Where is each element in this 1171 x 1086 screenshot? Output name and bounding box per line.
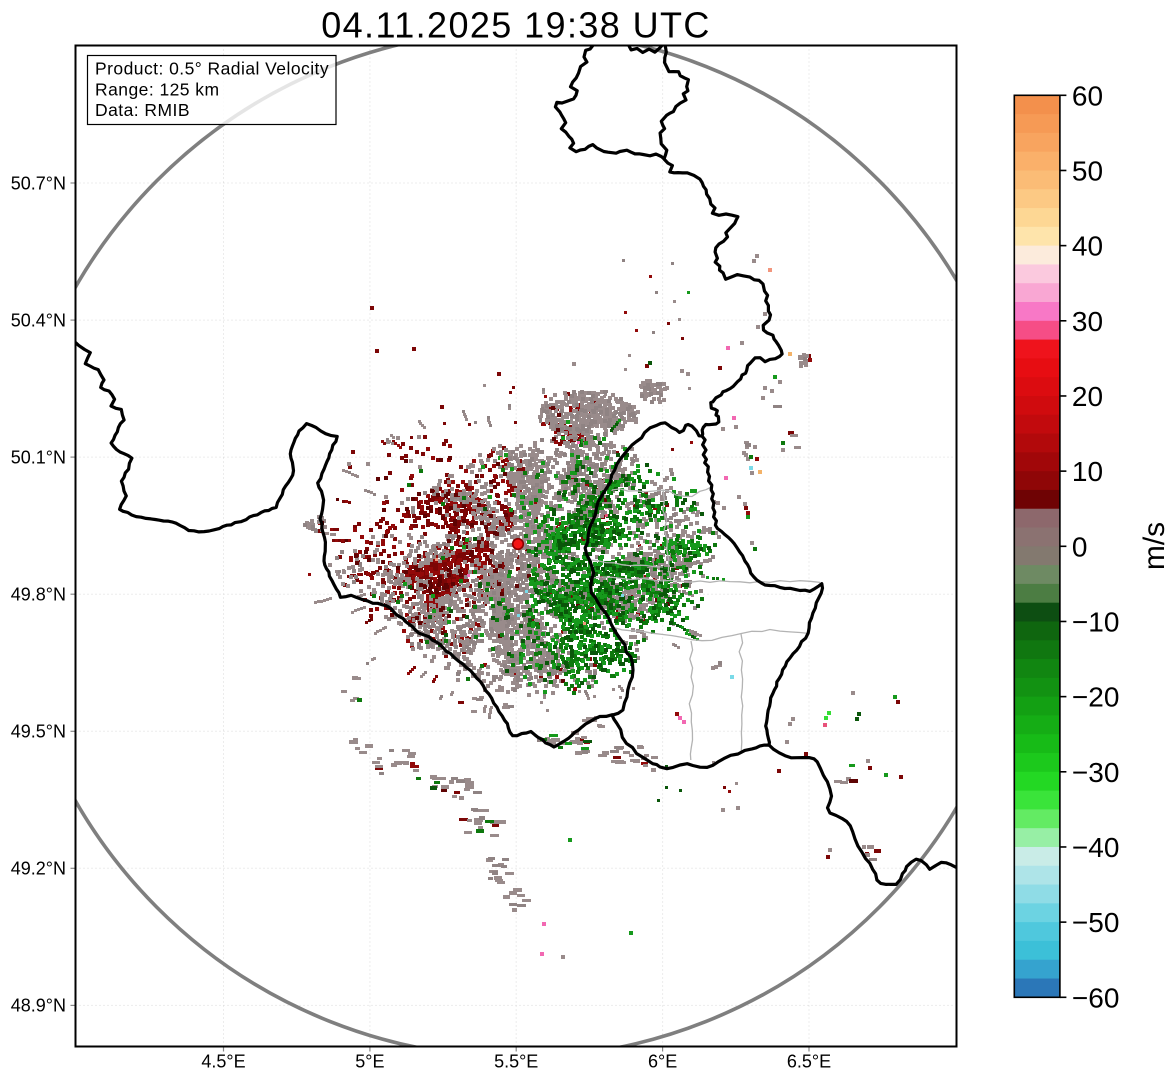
svg-text:4.5°E: 4.5°E (201, 1052, 245, 1072)
svg-text:−10: −10 (1072, 606, 1120, 637)
svg-text:−40: −40 (1072, 832, 1120, 863)
svg-text:−50: −50 (1072, 907, 1120, 938)
svg-text:40: 40 (1072, 231, 1103, 262)
svg-text:48.9°N: 48.9°N (11, 996, 66, 1016)
svg-text:5°E: 5°E (355, 1052, 384, 1072)
svg-text:m/s: m/s (1138, 522, 1171, 570)
svg-text:5.5°E: 5.5°E (494, 1052, 538, 1072)
svg-text:6.5°E: 6.5°E (787, 1052, 831, 1072)
svg-text:60: 60 (1072, 80, 1103, 111)
svg-text:0: 0 (1072, 531, 1088, 562)
svg-text:−30: −30 (1072, 757, 1120, 788)
svg-text:10: 10 (1072, 456, 1103, 487)
svg-text:50: 50 (1072, 155, 1103, 186)
svg-text:49.5°N: 49.5°N (11, 722, 66, 742)
svg-text:04.11.2025 19:38 UTC: 04.11.2025 19:38 UTC (321, 5, 711, 46)
svg-text:50.4°N: 50.4°N (11, 310, 66, 330)
svg-text:20: 20 (1072, 381, 1103, 412)
svg-text:Range: 125 km: Range: 125 km (95, 79, 220, 99)
svg-text:−60: −60 (1072, 982, 1120, 1013)
svg-text:50.7°N: 50.7°N (11, 173, 66, 193)
svg-text:50.1°N: 50.1°N (11, 447, 66, 467)
svg-text:−20: −20 (1072, 682, 1120, 713)
svg-text:30: 30 (1072, 306, 1103, 337)
svg-text:49.2°N: 49.2°N (11, 859, 66, 879)
svg-text:49.8°N: 49.8°N (11, 585, 66, 605)
svg-text:6°E: 6°E (648, 1052, 677, 1072)
svg-text:Data: RMIB: Data: RMIB (95, 100, 190, 120)
svg-text:Product: 0.5° Radial Velocity: Product: 0.5° Radial Velocity (95, 59, 329, 79)
